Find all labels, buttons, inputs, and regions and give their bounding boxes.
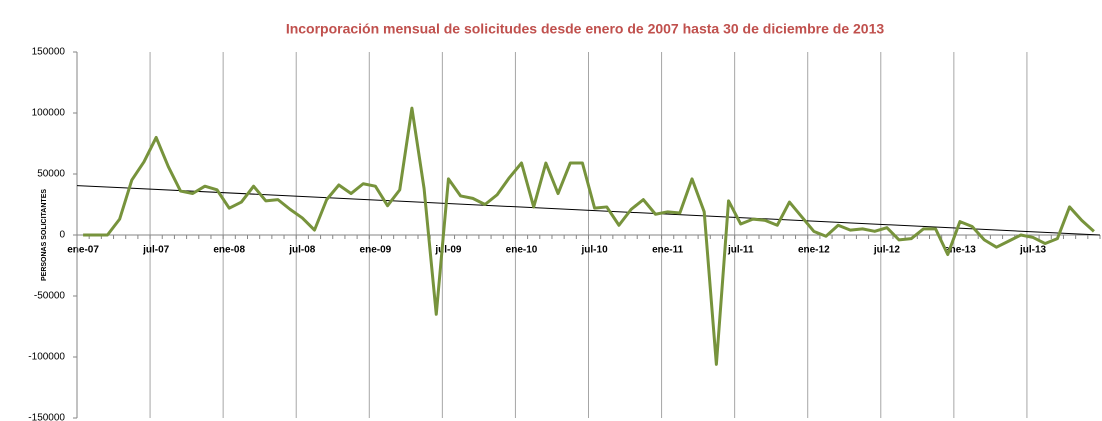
x-tick-label: ene-07 <box>67 245 99 256</box>
x-tick-label: jul-11 <box>727 245 754 256</box>
x-tick-label: jul-13 <box>1019 245 1047 256</box>
y-axis-title: PERSONAS SOLICITANTES <box>41 189 48 281</box>
x-tick-label: jul-12 <box>873 245 901 256</box>
x-tick-label: jul-08 <box>288 245 316 256</box>
y-tick-label: 150000 <box>32 47 66 58</box>
x-tick-label: ene-09 <box>360 245 392 256</box>
x-tick-label: jul-07 <box>142 245 170 256</box>
x-tick-label: ene-10 <box>506 245 538 256</box>
chart-title: Incorporación mensual de solicitudes des… <box>286 21 885 37</box>
x-tick-label: jul-09 <box>434 245 462 256</box>
y-tick-label: 50000 <box>37 169 65 180</box>
x-tick-label: ene-08 <box>213 245 245 256</box>
data-line <box>83 106 1095 366</box>
y-tick-label: -50000 <box>34 291 66 302</box>
y-tick-label: 0 <box>59 230 65 241</box>
x-tick-label: ene-13 <box>944 245 976 256</box>
y-tick-label: 100000 <box>32 108 66 119</box>
x-tick-label: ene-12 <box>798 245 830 256</box>
y-tick-label: -100000 <box>28 352 65 363</box>
x-tick-label: ene-11 <box>652 245 684 256</box>
x-tick-label: jul-10 <box>581 245 609 256</box>
y-tick-label: -150000 <box>28 413 65 421</box>
